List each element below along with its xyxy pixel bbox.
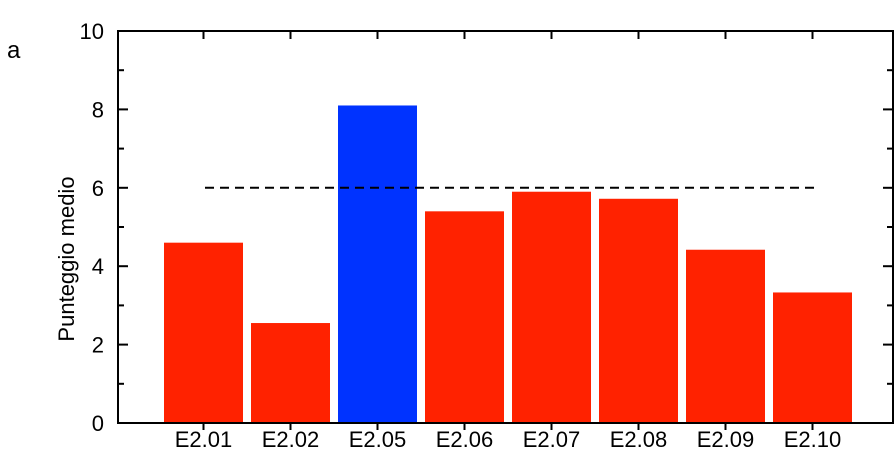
bars-group	[164, 105, 852, 423]
x-tick-label: E2.01	[175, 427, 233, 451]
bar-E2.06	[425, 211, 504, 423]
axis-ticks	[118, 30, 893, 430]
bar-E2.07	[512, 191, 591, 423]
x-tick-label: E2.06	[436, 427, 494, 451]
bar-E2.10	[773, 292, 852, 423]
y-axis-label: Punteggio medio	[54, 176, 79, 341]
y-tick-label: 6	[92, 176, 104, 201]
x-tick-label: E2.10	[784, 427, 842, 451]
y-tick-label: 0	[92, 411, 104, 436]
bar-E2.02	[251, 323, 330, 423]
y-tick-labels: 0 2 4 6 8 10	[80, 19, 104, 436]
bar-E2.08	[599, 198, 678, 423]
y-tick-label: 8	[92, 97, 104, 122]
x-tick-label: E2.07	[523, 427, 581, 451]
panel-label: a	[7, 37, 21, 64]
x-tick-labels: E2.01 E2.02 E2.05 E2.06 E2.07 E2.08 E2.09 E2.10	[175, 427, 842, 451]
bar-E2.09	[686, 249, 765, 423]
x-tick-label: E2.08	[610, 427, 668, 451]
x-tick-label: E2.02	[262, 427, 320, 451]
bar-E2.01	[164, 242, 243, 423]
y-tick-label: 4	[92, 254, 104, 279]
bar-E2.05	[338, 105, 417, 423]
y-tick-label: 2	[92, 333, 104, 358]
x-tick-label: E2.05	[349, 427, 407, 451]
y-tick-label: 10	[80, 19, 104, 44]
x-tick-label: E2.09	[697, 427, 755, 451]
